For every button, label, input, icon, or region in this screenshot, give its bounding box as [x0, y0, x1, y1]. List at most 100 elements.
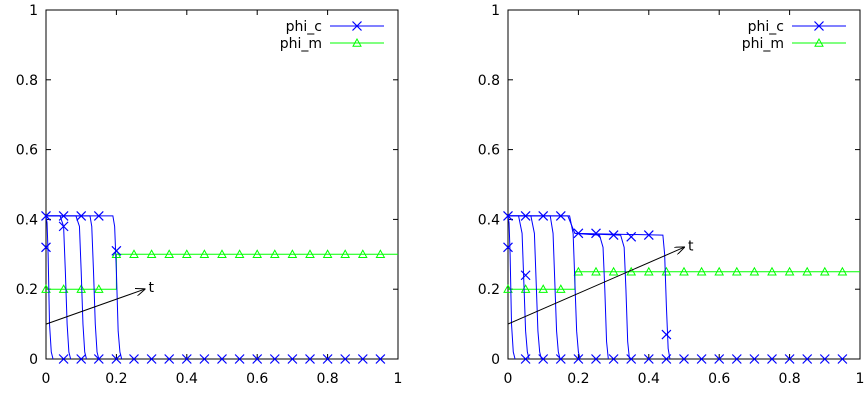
time-arrow-label: t — [149, 280, 155, 296]
y-tick-label: 1 — [29, 3, 38, 19]
phi-m-point — [76, 284, 87, 293]
x-tick-label: 0.4 — [176, 371, 198, 387]
phi-c-point — [58, 221, 69, 232]
phi-c-line — [574, 232, 671, 360]
phi-m-point — [129, 249, 139, 258]
phi-m-point — [41, 284, 51, 293]
phi-m-point — [608, 266, 619, 276]
x-tick-label: 0 — [504, 371, 513, 387]
phi-c-point — [819, 354, 830, 364]
phi-c-point — [802, 354, 813, 364]
phi-c-point — [837, 354, 848, 364]
phi-c-point — [41, 242, 51, 253]
phi-c-line — [46, 215, 100, 360]
y-tick-label: 0.4 — [16, 212, 38, 228]
phi-m-point — [555, 284, 566, 293]
x-tick-label: 0.4 — [638, 371, 660, 387]
phi-m-point — [591, 266, 601, 276]
phi-m-point — [93, 284, 104, 293]
phi-c-point — [58, 210, 69, 221]
phi-m-point — [714, 266, 725, 276]
phi-c-point — [626, 354, 637, 364]
y-tick-label: 1 — [491, 3, 500, 19]
phi-c-point — [608, 230, 619, 241]
phi-c-point — [217, 354, 227, 364]
phi-c-point — [661, 354, 672, 364]
legend-label-phi-c: phi_c — [748, 19, 784, 35]
phi-m-point — [305, 249, 315, 258]
phi-c-point — [538, 354, 549, 364]
phi-c-point — [731, 354, 742, 364]
phi-c-point — [199, 354, 210, 364]
phi-c-point — [608, 354, 619, 364]
time-arrow — [45, 289, 145, 325]
y-tick-label: 0.8 — [478, 73, 500, 89]
phi-c-point — [696, 354, 707, 364]
phi-c-point — [573, 228, 584, 239]
phi-c-point — [340, 354, 351, 364]
x-tick-label: 0.2 — [105, 371, 127, 387]
phi-c-line — [46, 215, 123, 360]
phi-m-point — [217, 249, 227, 258]
y-tick-label: 0.2 — [16, 282, 38, 298]
phi-c-point — [234, 354, 245, 364]
plot-frame — [507, 9, 861, 360]
x-tick-label: 0.6 — [708, 371, 730, 387]
legend-marker — [814, 37, 824, 47]
phi-m-point — [679, 266, 689, 276]
phi-c-point — [111, 245, 122, 256]
x-tick-label: 0.2 — [567, 371, 589, 387]
x-tick-label: 1 — [856, 371, 864, 387]
phi-c-point — [305, 354, 315, 364]
phi-m-point — [802, 266, 813, 276]
y-tick-label: 0 — [491, 352, 500, 368]
phi-m-point — [340, 249, 351, 258]
phi-c-point — [555, 210, 566, 221]
y-tick-label: 0.6 — [16, 143, 38, 159]
phi-m-point — [749, 266, 760, 276]
phi-c-point — [93, 354, 104, 364]
phi-m-point — [287, 249, 298, 258]
phi-c-line — [508, 215, 581, 360]
phi-m-point — [357, 249, 368, 258]
phi-c-point — [679, 354, 689, 364]
phi-c-point — [767, 354, 777, 364]
time-arrow-label: t — [688, 238, 694, 254]
phi-c-point — [93, 210, 104, 221]
phi-m-point — [696, 266, 707, 276]
phi-c-point — [322, 354, 333, 364]
phi-c-point — [58, 354, 69, 364]
phi-c-line — [507, 215, 516, 360]
phi-c-point — [269, 354, 280, 364]
phi-m-line — [508, 271, 860, 290]
phi-c-point — [520, 210, 531, 221]
phi-m-point — [322, 249, 333, 258]
y-tick-label: 0.6 — [478, 143, 500, 159]
phi-c-point — [749, 354, 760, 364]
phi-m-point — [731, 266, 742, 276]
plot-frame — [45, 9, 399, 360]
phi-c-point — [375, 354, 386, 364]
phi-c-point — [76, 210, 87, 221]
legend-label-phi-m: phi_m — [280, 36, 322, 52]
phi-m-point — [269, 249, 280, 258]
phi-c-point — [76, 354, 87, 364]
legend-marker — [814, 21, 824, 31]
phi-m-point — [643, 266, 654, 276]
phi-m-point — [234, 249, 245, 258]
phi-c-line — [46, 215, 72, 360]
y-tick-label: 0.8 — [16, 73, 38, 89]
phi-c-point — [643, 230, 654, 241]
phi-m-point — [375, 249, 386, 258]
legend-marker — [352, 37, 362, 47]
legend-label-phi-m: phi_m — [742, 36, 784, 52]
phi-c-point — [520, 354, 531, 364]
phi-c-point — [661, 329, 672, 340]
phi-c-point — [287, 354, 298, 364]
phi-m-point — [199, 249, 210, 258]
phi-c-point — [626, 231, 637, 242]
